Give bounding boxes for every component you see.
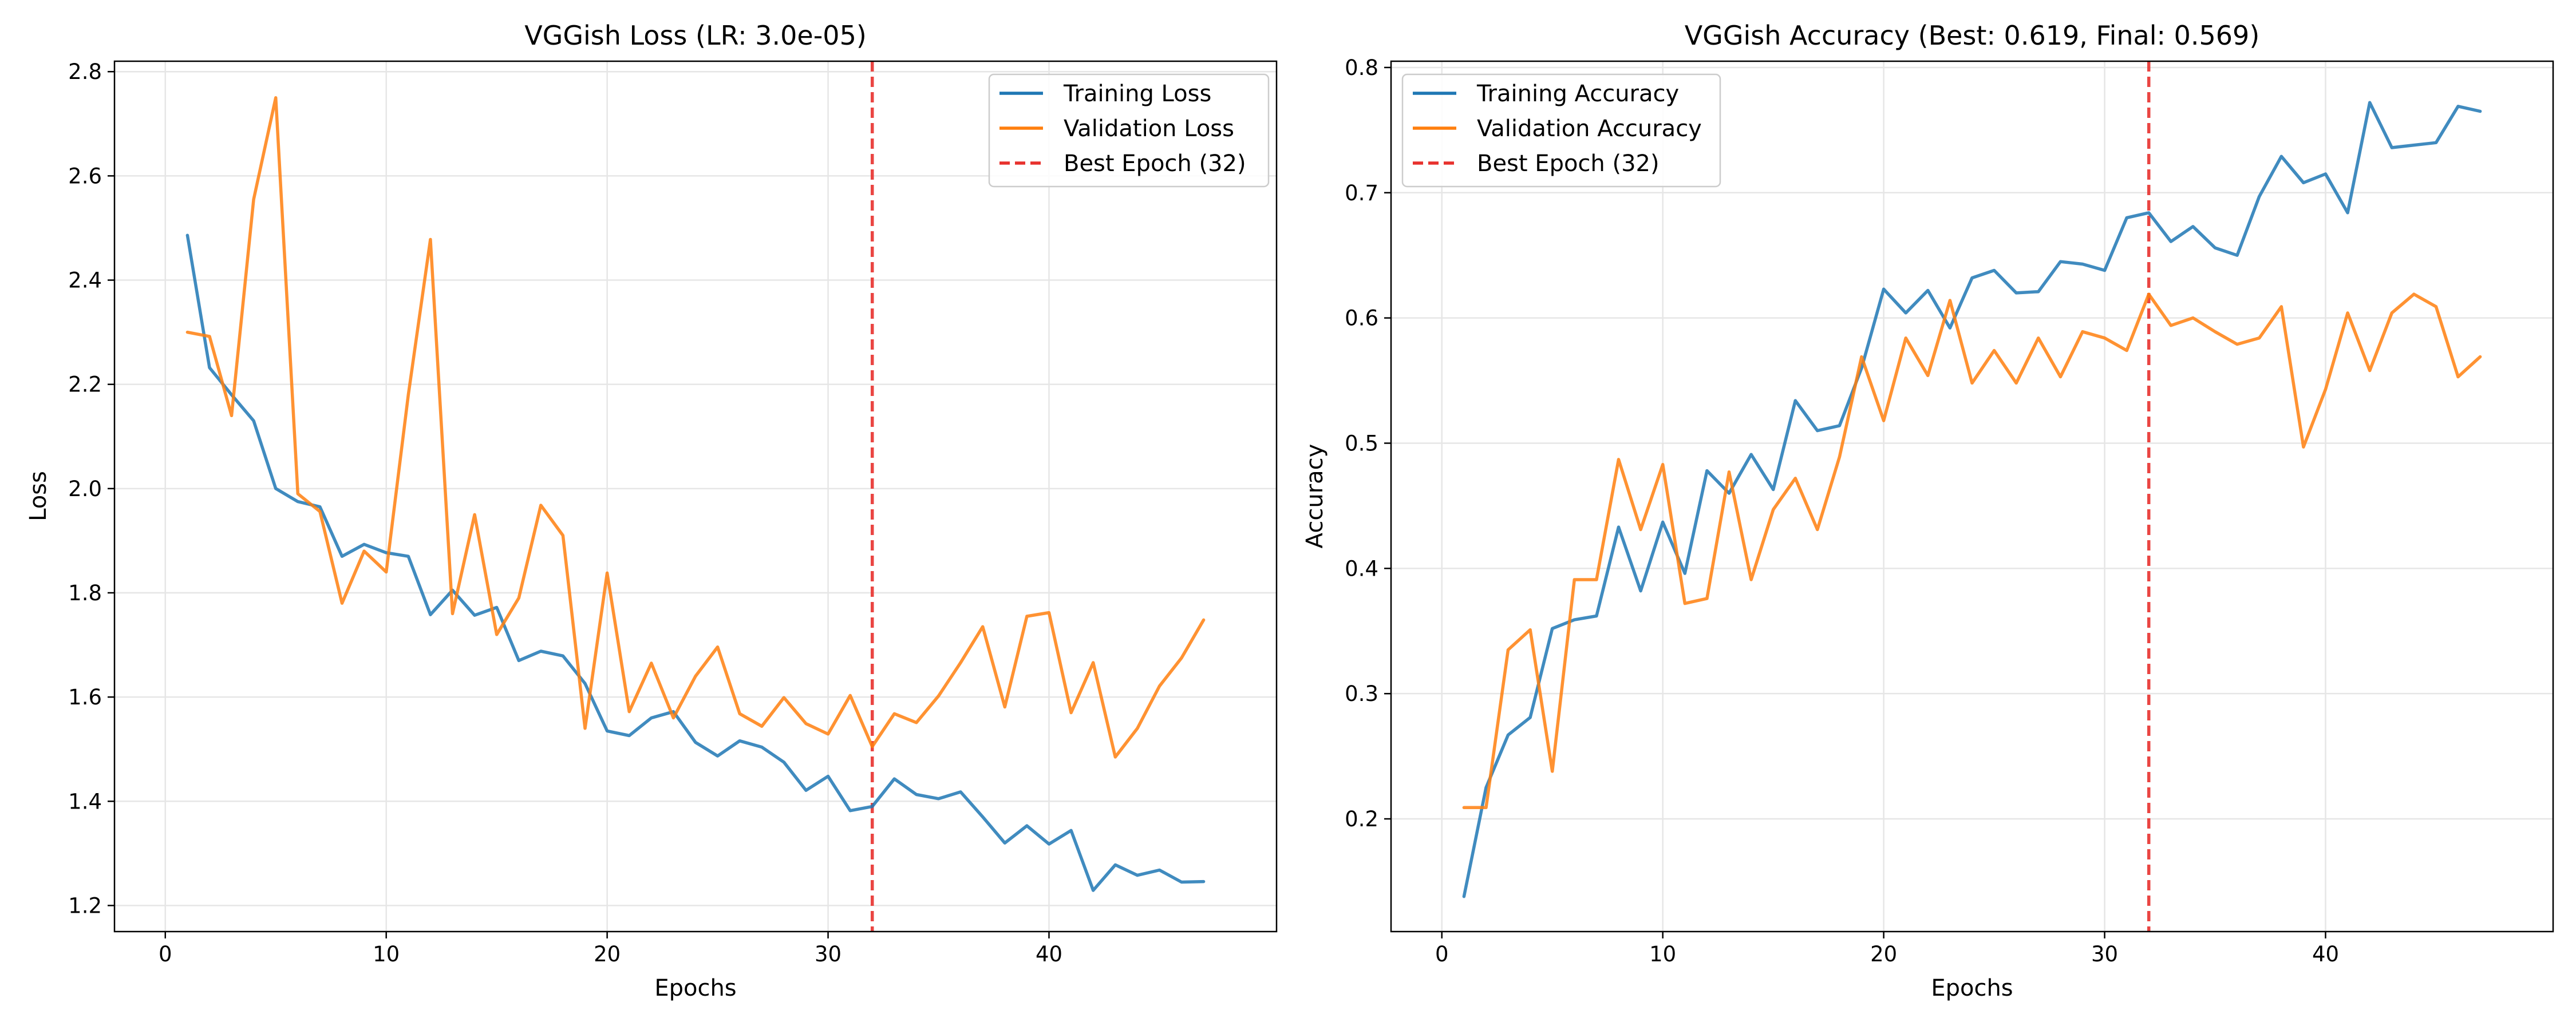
legend-label-validation-loss: Validation Loss: [1064, 116, 1234, 142]
legend-label-training-accuracy: Training Accuracy: [1476, 81, 1679, 107]
legend-label-best-epoch-accuracy: Best Epoch (32): [1477, 150, 1660, 177]
loss-ticks: 0 10 20 30 40 1.2 1.4 1.6 1.8 2.0 2.2 2.4 2.6 2.8: [68, 60, 1062, 966]
legend-label-validation-accuracy: Validation Accuracy: [1477, 116, 1702, 142]
loss-plot-frame: [113, 60, 1278, 933]
loss-legend: Training Loss Validation Loss Best Epoch…: [988, 73, 1270, 188]
training-loss-line: [185, 233, 1206, 892]
loss-series: [185, 96, 1206, 892]
loss-x-tick-label: 30: [815, 942, 841, 966]
loss-y-tick-label: 1.2: [68, 893, 102, 918]
accuracy-x-axis-label: Epochs: [1931, 975, 2013, 1001]
accuracy-x-tick-label: 10: [1649, 942, 1676, 966]
loss-y-tick-label: 1.4: [68, 789, 102, 814]
loss-y-tick-label: 2.2: [68, 373, 102, 397]
accuracy-legend: Training Accuracy Validation Accuracy Be…: [1401, 73, 1721, 188]
loss-x-axis-label: Epochs: [654, 975, 736, 1001]
accuracy-y-axis-label: Accuracy: [1302, 444, 1328, 549]
accuracy-x-tick-label: 20: [1870, 942, 1897, 966]
accuracy-y-tick-label: 0.2: [1345, 807, 1378, 831]
loss-legend-box: [988, 73, 1270, 188]
loss-x-tick-label: 10: [373, 942, 400, 966]
loss-x-tick-label: 20: [594, 942, 621, 966]
loss-y-tick-label: 2.4: [68, 268, 102, 293]
loss-y-tick-label: 2.6: [68, 164, 102, 188]
loss-x-tick-label: 40: [1036, 942, 1062, 966]
loss-y-tick-label: 2.8: [68, 60, 102, 84]
accuracy-y-tick-label: 0.4: [1345, 556, 1378, 581]
loss-y-tick-label: 1.6: [68, 685, 102, 710]
loss-y-tick-label: 2.0: [68, 477, 102, 501]
validation-accuracy-line: [1462, 292, 2482, 810]
accuracy-legend-box: [1401, 73, 1721, 188]
accuracy-grid: [1391, 61, 2553, 932]
accuracy-y-tick-label: 0.6: [1345, 306, 1378, 331]
loss-y-axis-label: Loss: [25, 471, 52, 521]
loss-y-tick-label: 1.8: [68, 581, 102, 605]
accuracy-y-tick-label: 0.8: [1345, 56, 1378, 80]
accuracy-y-tick-label: 0.5: [1345, 431, 1378, 455]
accuracy-chart-title: VGGish Accuracy (Best: 0.619, Final: 0.5…: [1685, 20, 2260, 51]
loss-x-tick-label: 0: [159, 942, 172, 966]
loss-panel: VGGish Loss (LR: 3.0e-05) Epochs Loss 0 1…: [25, 20, 1278, 1001]
accuracy-series: [1462, 101, 2482, 898]
legend-label-best-epoch-loss: Best Epoch (32): [1064, 150, 1246, 177]
accuracy-x-tick-label: 40: [2312, 942, 2339, 966]
accuracy-panel: VGGish Accuracy (Best: 0.619, Final: 0.5…: [1302, 20, 2554, 1001]
accuracy-y-tick-label: 0.7: [1345, 181, 1378, 205]
accuracy-x-tick-label: 0: [1435, 942, 1449, 966]
accuracy-plot-frame: [1390, 60, 2554, 933]
loss-chart-title: VGGish Loss (LR: 3.0e-05): [524, 20, 867, 51]
training-accuracy-line: [1462, 101, 2482, 898]
validation-loss-line: [185, 96, 1206, 759]
accuracy-y-tick-label: 0.3: [1345, 682, 1378, 706]
accuracy-ticks: 0 10 20 30 40 0.2 0.3 0.4 0.5 0.6 0.7 0.8: [1345, 56, 2339, 966]
loss-grid: [114, 61, 1277, 932]
accuracy-x-tick-label: 30: [2091, 942, 2118, 966]
legend-label-training-loss: Training Loss: [1063, 81, 1211, 107]
